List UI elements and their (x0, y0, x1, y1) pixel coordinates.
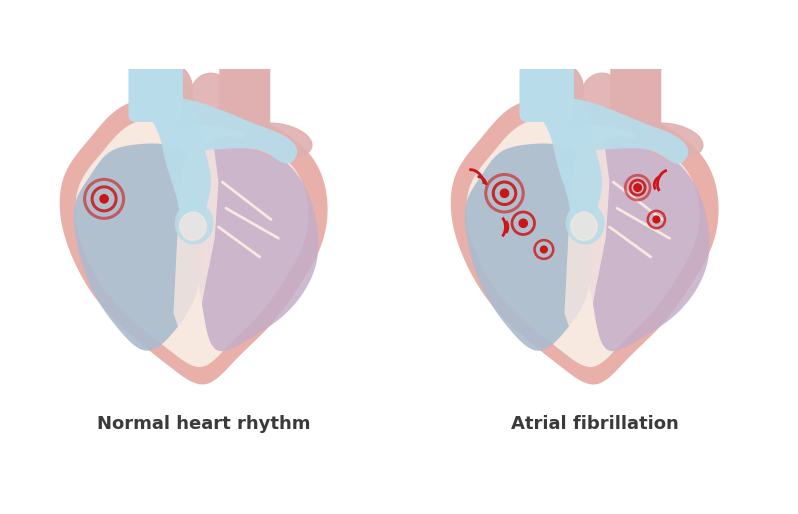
Circle shape (653, 216, 660, 223)
Circle shape (634, 184, 642, 191)
Polygon shape (140, 72, 211, 238)
FancyBboxPatch shape (519, 40, 574, 122)
Ellipse shape (531, 62, 583, 115)
Polygon shape (75, 118, 308, 367)
Ellipse shape (567, 203, 604, 244)
Polygon shape (73, 143, 206, 351)
Polygon shape (156, 99, 297, 164)
Circle shape (500, 189, 508, 197)
Polygon shape (583, 136, 709, 351)
Polygon shape (464, 143, 597, 351)
Circle shape (100, 195, 109, 203)
Polygon shape (192, 136, 318, 351)
Polygon shape (564, 126, 610, 347)
Circle shape (519, 219, 527, 227)
Ellipse shape (176, 203, 213, 244)
Text: Atrial fibrillation: Atrial fibrillation (511, 415, 678, 433)
Ellipse shape (191, 73, 231, 118)
Polygon shape (173, 126, 219, 347)
FancyBboxPatch shape (610, 59, 662, 128)
FancyBboxPatch shape (128, 40, 183, 122)
Polygon shape (466, 118, 699, 367)
FancyBboxPatch shape (219, 59, 271, 128)
Circle shape (540, 246, 547, 253)
Ellipse shape (571, 212, 597, 241)
Ellipse shape (636, 123, 703, 158)
Ellipse shape (245, 123, 312, 158)
Ellipse shape (582, 73, 622, 118)
Polygon shape (60, 99, 328, 384)
Text: Normal heart rhythm: Normal heart rhythm (97, 415, 310, 433)
Ellipse shape (140, 62, 192, 115)
Polygon shape (531, 72, 602, 238)
Polygon shape (547, 99, 688, 164)
Polygon shape (451, 99, 719, 384)
Ellipse shape (180, 212, 206, 241)
